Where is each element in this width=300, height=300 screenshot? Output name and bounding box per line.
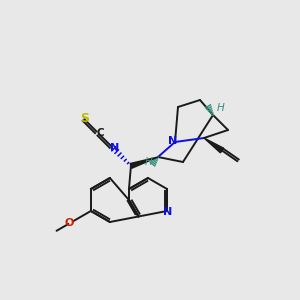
Text: H: H (217, 103, 225, 113)
Polygon shape (130, 157, 158, 168)
Text: N: N (164, 207, 173, 217)
Text: N: N (168, 136, 178, 146)
Text: C: C (96, 128, 104, 138)
Polygon shape (204, 138, 224, 153)
Text: S: S (80, 112, 89, 125)
Text: O: O (64, 218, 74, 229)
Text: H: H (145, 157, 153, 167)
Text: N: N (110, 143, 119, 153)
